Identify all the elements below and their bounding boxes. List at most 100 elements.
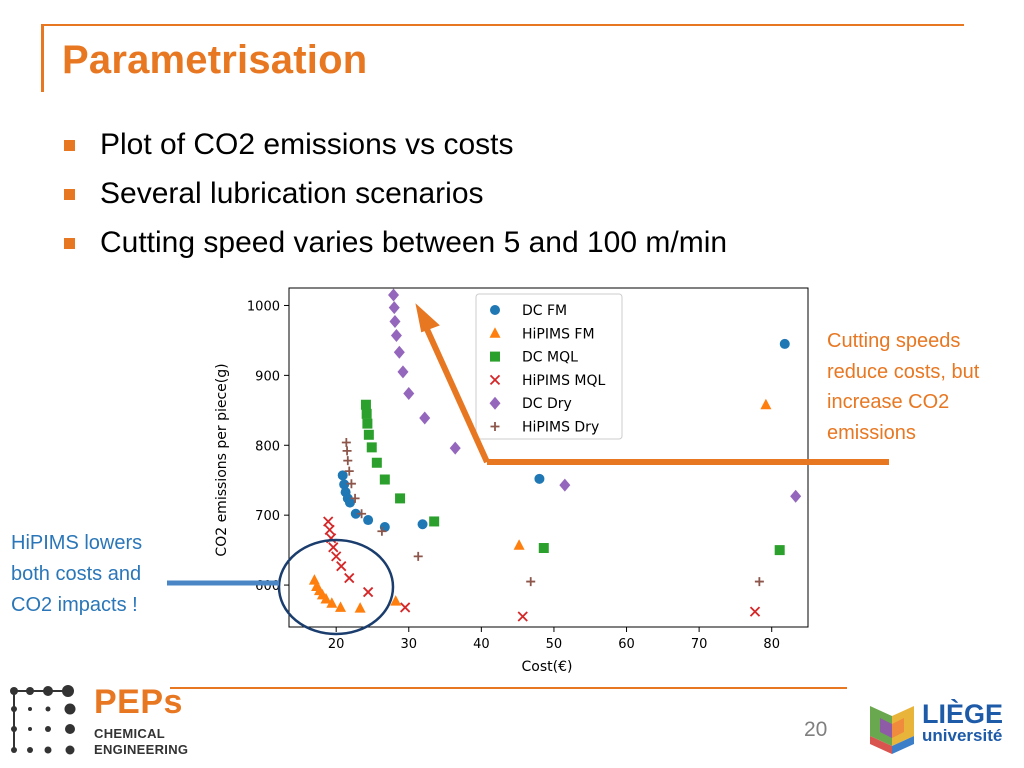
legend-marker xyxy=(490,422,500,431)
data-point xyxy=(328,542,339,553)
data-point xyxy=(337,470,348,481)
peps-subtitle-line2: ENGINEERING xyxy=(94,742,189,757)
data-point xyxy=(526,577,536,587)
data-point xyxy=(344,572,355,584)
liege-logo-icon xyxy=(870,706,914,754)
x-tick-label: 30 xyxy=(400,637,417,652)
legend-label: DC FM xyxy=(522,303,567,319)
x-axis-label: Cost(€) xyxy=(522,659,573,675)
peps-dots-icon xyxy=(10,685,76,755)
liege-logo-text: LIÈGE xyxy=(922,699,1004,729)
data-point xyxy=(344,497,355,508)
data-point xyxy=(417,519,428,530)
data-point xyxy=(320,593,332,604)
footer-rule xyxy=(170,687,847,689)
peps-subtitle: CHEMICAL ENGINEERING xyxy=(94,726,188,758)
y-tick-label: 800 xyxy=(255,439,280,454)
bullet-item: Several lubrication scenarios xyxy=(62,173,727,222)
data-point xyxy=(350,493,360,503)
data-point xyxy=(362,586,374,598)
x-tick-label: 50 xyxy=(546,637,563,652)
x-tick-label: 20 xyxy=(328,637,345,652)
page-number: 20 xyxy=(804,718,828,741)
data-point xyxy=(363,429,374,440)
data-point xyxy=(413,551,423,561)
peps-subtitle-line1: CHEMICAL xyxy=(94,726,166,741)
data-point xyxy=(360,399,371,410)
bullet-item: Plot of CO2 emissions vs costs xyxy=(62,124,727,173)
slide-title: Parametrisation xyxy=(62,38,368,82)
data-point xyxy=(363,515,374,526)
data-point xyxy=(362,418,373,429)
legend-marker xyxy=(490,351,500,362)
data-point xyxy=(342,446,352,456)
chart-legend: DC FM HiPIMS FM DC MQL HiPIMS MQL DC Dry HiPI… xyxy=(475,293,623,440)
data-point xyxy=(357,509,367,519)
data-point xyxy=(339,479,350,490)
data-point xyxy=(354,602,366,613)
legend-marker xyxy=(489,374,501,386)
legend-marker xyxy=(489,327,501,338)
liege-logo-subtitle: université xyxy=(922,726,1003,745)
title-rule-left xyxy=(41,24,44,92)
title-rule-top xyxy=(44,24,964,26)
data-point xyxy=(331,551,342,562)
y-tick-label: 900 xyxy=(255,369,280,384)
data-point xyxy=(790,489,802,503)
data-point xyxy=(429,516,440,527)
data-point xyxy=(538,543,549,554)
data-point xyxy=(397,365,409,379)
data-point xyxy=(403,387,415,401)
data-point xyxy=(388,288,400,302)
y-tick-label: 700 xyxy=(255,509,280,524)
x-tick-label: 40 xyxy=(473,637,490,652)
data-point xyxy=(760,398,772,410)
y-axis-label: CO2 emissions per piece(g) xyxy=(214,363,230,556)
legend-label: HiPIMS MQL xyxy=(522,373,606,389)
annotation-hipims: HiPIMS lowers both costs and CO2 impacts… xyxy=(11,532,143,616)
legend-marker xyxy=(490,305,500,315)
plot-frame xyxy=(288,287,809,628)
y-tick-label: 1000 xyxy=(247,299,280,314)
bullet-list: Plot of CO2 emissions vs costs Several l… xyxy=(62,124,727,271)
legend-label: HiPIMS Dry xyxy=(522,420,599,436)
data-point xyxy=(361,408,372,419)
bullet-text: Several lubrication scenarios xyxy=(100,177,484,210)
data-point xyxy=(350,508,361,519)
annotation-cutting-speeds: Cutting speeds reduce costs, but increas… xyxy=(827,330,980,444)
bullet-text: Plot of CO2 emissions vs costs xyxy=(100,128,514,161)
annotation-arrow xyxy=(415,303,889,465)
bullet-item: Cutting speed varies between 5 and 100 m… xyxy=(62,222,727,271)
data-point xyxy=(395,493,406,504)
data-point xyxy=(419,411,431,425)
x-tick-label: 60 xyxy=(618,637,635,652)
x-tick-label: 80 xyxy=(763,637,780,652)
legend-label: HiPIMS FM xyxy=(522,326,595,342)
data-point xyxy=(774,545,785,556)
data-point xyxy=(400,602,411,613)
bullet-square-icon xyxy=(64,189,75,200)
legend-marker xyxy=(489,396,501,410)
bullet-square-icon xyxy=(64,238,75,249)
data-point xyxy=(335,601,347,612)
peps-logo-text: PEPs xyxy=(94,683,183,721)
highlight-circle xyxy=(167,538,395,636)
data-point xyxy=(749,606,761,617)
data-point xyxy=(308,574,320,585)
data-point xyxy=(389,315,401,329)
data-point xyxy=(379,474,390,485)
legend-box xyxy=(475,293,623,440)
chart-marks xyxy=(308,288,802,622)
data-point xyxy=(346,479,356,489)
data-point xyxy=(559,478,571,492)
data-point xyxy=(326,597,338,608)
data-point xyxy=(779,338,790,349)
data-point xyxy=(377,526,387,536)
data-point xyxy=(324,524,335,535)
bullet-text: Cutting speed varies between 5 and 100 m… xyxy=(100,226,728,259)
x-tick-label: 70 xyxy=(691,637,708,652)
data-point xyxy=(390,329,402,343)
data-point xyxy=(336,561,347,572)
legend-label: DC MQL xyxy=(522,350,578,366)
